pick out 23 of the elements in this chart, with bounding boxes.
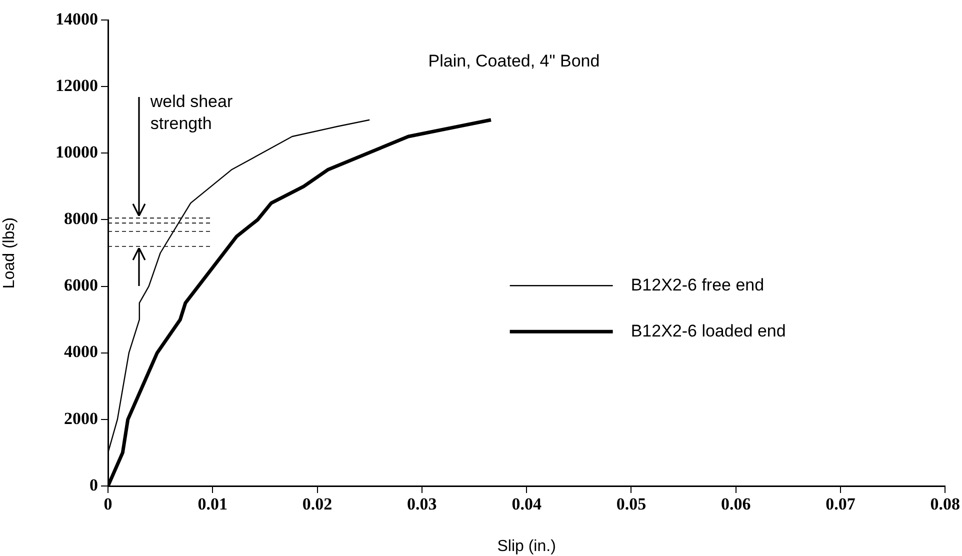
y-tick-label: 2000 [64, 408, 98, 428]
y-tick-label: 4000 [64, 342, 98, 362]
annotation: weld shear strength [149, 92, 233, 133]
y-tick-label: 14000 [56, 9, 98, 28]
x-tick-label: 0.02 [302, 494, 332, 514]
y-axis-title: Load (lbs) [1, 217, 18, 289]
text: B12X2-6 free end [630, 275, 764, 294]
y-tick-label: 10000 [56, 142, 98, 162]
y-tick-label: 12000 [56, 76, 98, 95]
x-tick-label: 0.07 [826, 494, 856, 514]
y-tick-label: 6000 [64, 276, 98, 295]
x-tick-label: 0.06 [720, 494, 751, 514]
x-axis-title: Slip (in.) [497, 538, 556, 555]
text: Plain, Coated, 4" Bond [428, 52, 600, 71]
x-tick-label: 0.04 [512, 494, 542, 514]
x-tick-label: 0 [104, 494, 112, 514]
x-tick-label: 0.01 [198, 494, 228, 514]
x-tick-label: 0.05 [616, 494, 646, 514]
y-tick-label: 8000 [64, 209, 98, 228]
x-tick-label: 0.08 [930, 494, 960, 514]
y-tick-label: 0 [90, 475, 98, 494]
text: B12X2-6 loaded end [630, 321, 786, 340]
x-tick-label: 0.03 [407, 494, 437, 514]
